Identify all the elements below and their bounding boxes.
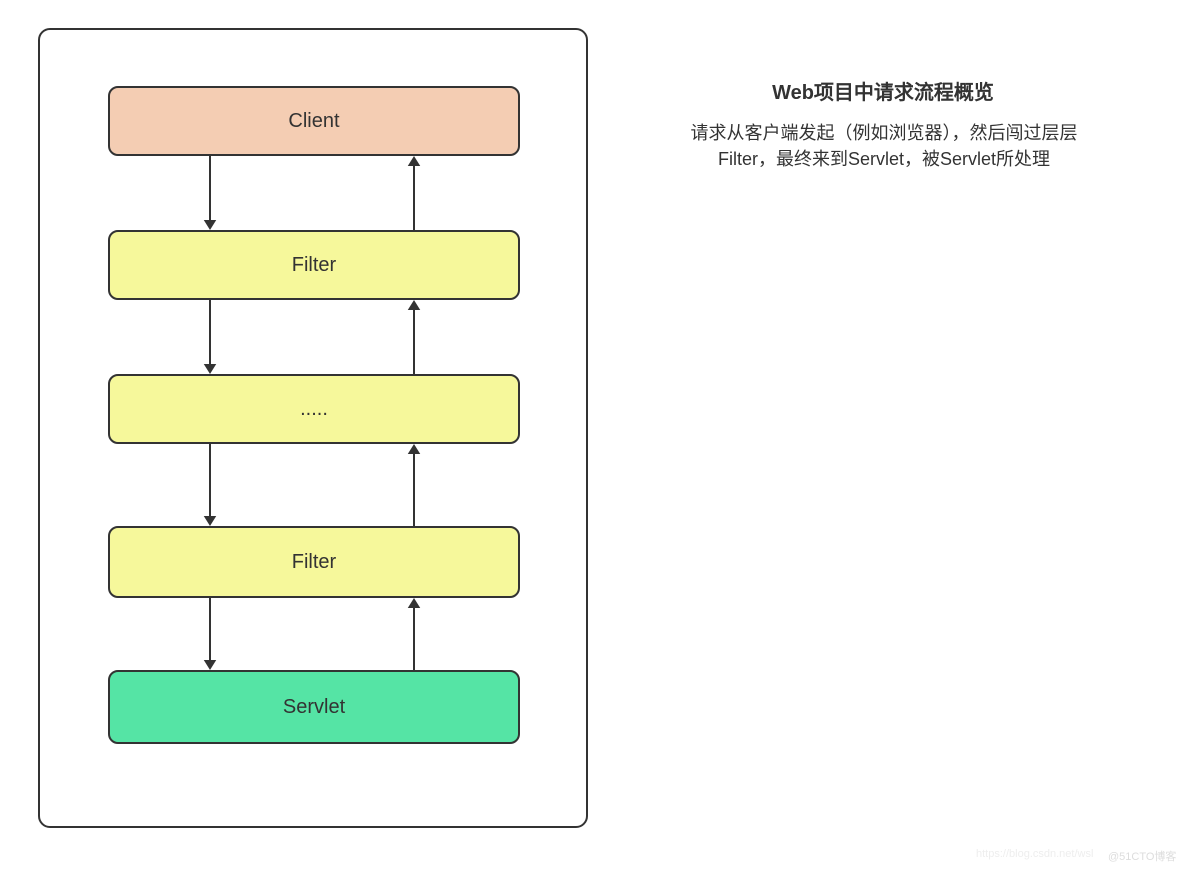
node-client: Client (108, 86, 520, 156)
watermark-url: https://blog.csdn.net/wsl (976, 848, 1093, 860)
node-servlet: Servlet (108, 670, 520, 744)
watermark-source: @51CTO博客 (1108, 848, 1176, 864)
diagram-title: Web项目中请求流程概览 (678, 76, 1088, 105)
node-filter2: Filter (108, 526, 520, 598)
node-label: Client (288, 110, 339, 133)
node-label: ..... (300, 398, 328, 421)
node-label: Filter (292, 551, 336, 574)
diagram-description: 请求从客户端发起（例如浏览器），然后闯过层层Filter，最终来到Servlet… (680, 120, 1088, 172)
node-label: Servlet (283, 696, 345, 719)
node-label: Filter (292, 254, 336, 277)
node-filter1: Filter (108, 230, 520, 300)
node-dots: ..... (108, 374, 520, 444)
